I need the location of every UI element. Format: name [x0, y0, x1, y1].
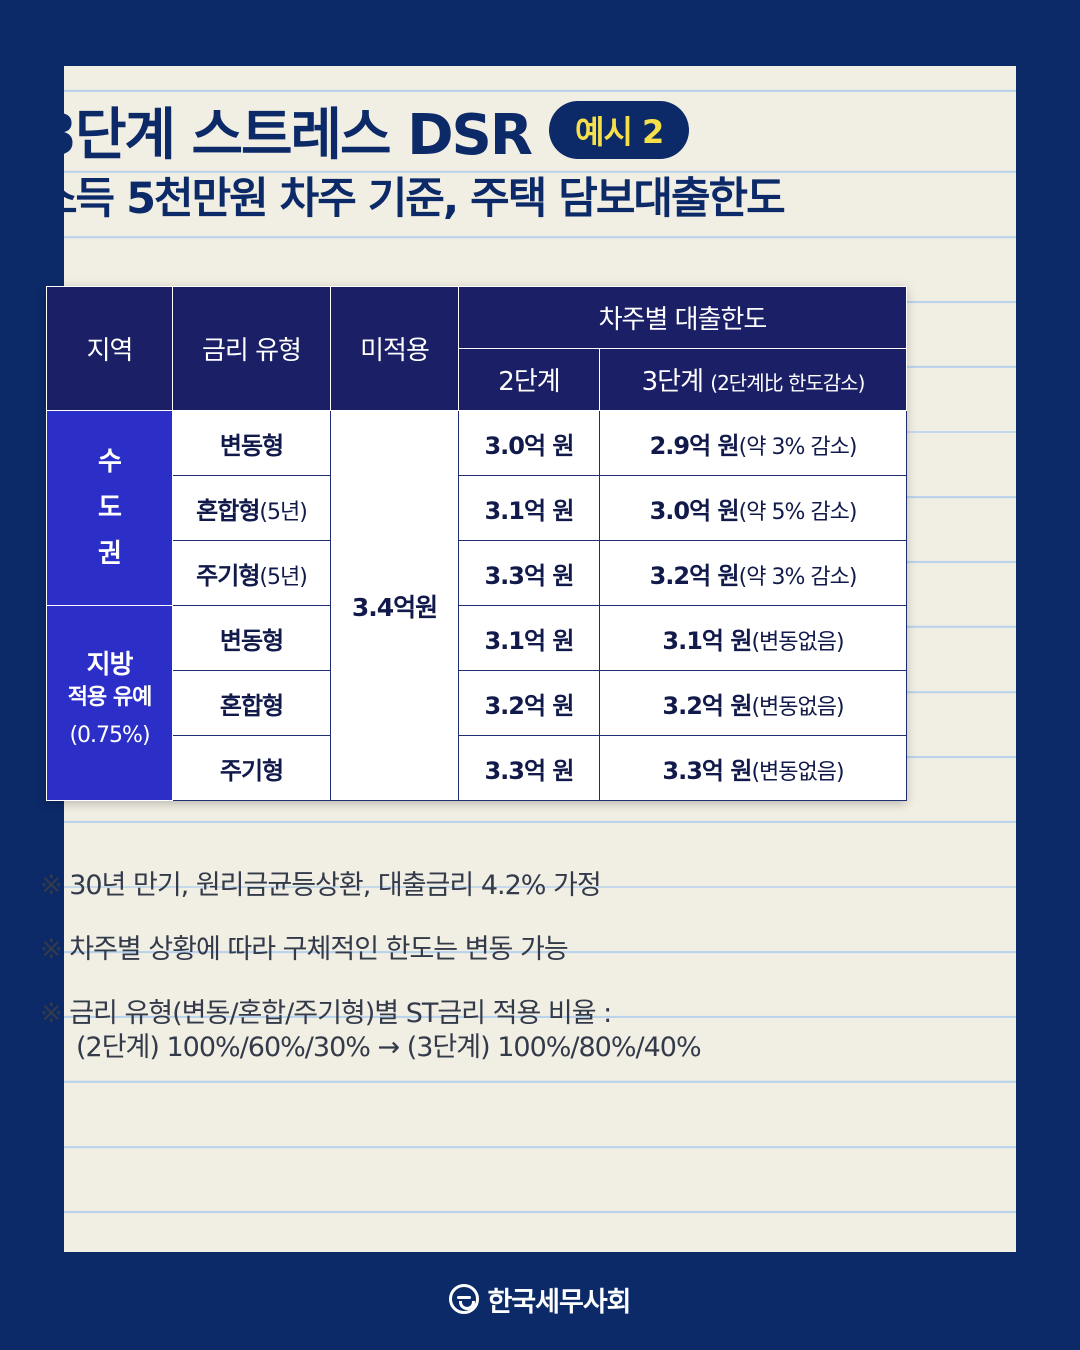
- rate-type-label: 주기형: [219, 756, 284, 785]
- stage3-change-note: (변동없음): [751, 759, 844, 785]
- footnote-assumption: ※ 30년 만기, 원리금균등상환, 대출금리 4.2% 가정: [40, 870, 602, 901]
- page-subtitle: 소득 5천만원 차주 기준, 주택 담보대출한도: [38, 174, 786, 224]
- stage3-change-note: (약 3% 감소): [738, 434, 858, 460]
- kacta-logo-icon: [449, 1284, 480, 1314]
- rate-type-label: 혼합형: [219, 691, 284, 720]
- rate-type-label: 변동형: [219, 431, 284, 460]
- rate-type-cell: 변동형: [172, 410, 331, 476]
- stage2-value: 3.2억 원: [458, 670, 600, 736]
- region-local-status: 적용 유예: [67, 685, 153, 710]
- not-applied-value: 3.4억원: [330, 410, 459, 801]
- stage3-amount: 3.3억 원: [662, 756, 752, 785]
- stage3-value: 3.2억 원(약 3% 감소): [599, 540, 907, 606]
- rate-type-cell: 주기형(5년): [172, 540, 331, 606]
- stage3-value: 2.9억 원(약 3% 감소): [599, 410, 907, 476]
- footnote-variation: ※ 차주별 상황에 따라 구체적인 한도는 변동 가능: [40, 934, 569, 965]
- footer: 한국세무사회: [0, 1276, 1080, 1322]
- rate-type-note: (5년): [259, 499, 307, 525]
- region-capital: 수 도 권: [46, 410, 173, 606]
- rate-type-label: 혼합형: [196, 496, 260, 525]
- rate-type-label: 변동형: [219, 626, 284, 655]
- rate-type-cell: 변동형: [172, 605, 331, 671]
- region-capital-char2: 도: [98, 493, 122, 523]
- stage3-amount: 3.2억 원: [662, 691, 752, 720]
- rate-type-cell: 혼합형: [172, 670, 331, 736]
- rate-type-label: 주기형: [196, 561, 260, 590]
- region-capital-char1: 수: [98, 447, 122, 477]
- header-limit-group: 차주별 대출한도: [458, 286, 907, 349]
- loan-limit-table: 지역 금리 유형 미적용 차주별 대출한도 2단계 3단계 (2단계比 한도감소…: [46, 286, 907, 801]
- stage3-amount: 3.0억 원: [649, 496, 740, 525]
- header-not-applied: 미적용: [330, 286, 459, 411]
- stage2-value: 3.3억 원: [458, 540, 600, 606]
- header-stage3-label: 3단계: [641, 367, 704, 397]
- stage3-change-note: (약 5% 감소): [738, 499, 858, 525]
- header-rate-type: 금리 유형: [172, 286, 331, 411]
- stage3-amount: 3.2억 원: [649, 561, 740, 590]
- region-local-name: 지방: [86, 650, 134, 680]
- rate-type-note: (5년): [259, 564, 307, 590]
- stage3-change-note: (변동없음): [751, 694, 844, 720]
- org-name: 한국세무사회: [487, 1286, 631, 1318]
- rate-type-cell: 주기형: [172, 735, 331, 801]
- footnotes: ※ 30년 만기, 원리금균등상환, 대출금리 4.2% 가정 ※ 차주별 상황…: [40, 866, 702, 1092]
- stage3-value: 3.3억 원(변동없음): [599, 735, 907, 801]
- stage3-value: 3.1억 원(변동없음): [599, 605, 907, 671]
- page-title: 3단계 스트레스 DSR: [38, 102, 533, 168]
- stage3-value: 3.2억 원(변동없음): [599, 670, 907, 736]
- rate-type-cell: 혼합형(5년): [172, 475, 331, 541]
- stage3-change-note: (약 3% 감소): [738, 564, 858, 590]
- stage2-value: 3.0억 원: [458, 410, 600, 476]
- stage3-change-note: (변동없음): [751, 629, 844, 655]
- stage3-amount: 2.9억 원: [649, 431, 740, 460]
- example-badge: 예시 2: [549, 101, 690, 159]
- footnote-st-rate-values: (2단계) 100%/60%/30% → (3단계) 100%/80%/40%: [76, 1032, 702, 1063]
- region-local: 지방 적용 유예 (0.75%): [46, 605, 173, 801]
- title-row: 3단계 스트레스 DSR 예시 2: [38, 92, 690, 168]
- header-stage3: 3단계 (2단계比 한도감소): [599, 348, 907, 411]
- region-capital-char3: 권: [98, 539, 122, 569]
- header-region: 지역: [46, 286, 173, 411]
- stage3-amount: 3.1억 원: [662, 626, 752, 655]
- footnote-st-rate: ※ 금리 유형(변동/혼합/주기형)별 ST금리 적용 비율 :: [40, 998, 612, 1029]
- stage3-value: 3.0억 원(약 5% 감소): [599, 475, 907, 541]
- stage2-value: 3.1억 원: [458, 605, 600, 671]
- stage2-value: 3.3억 원: [458, 735, 600, 801]
- stage2-value: 3.1억 원: [458, 475, 600, 541]
- region-local-rate: (0.75%): [69, 723, 150, 748]
- header-stage2: 2단계: [458, 348, 600, 411]
- header-stage3-note: (2단계比 한도감소): [710, 371, 865, 395]
